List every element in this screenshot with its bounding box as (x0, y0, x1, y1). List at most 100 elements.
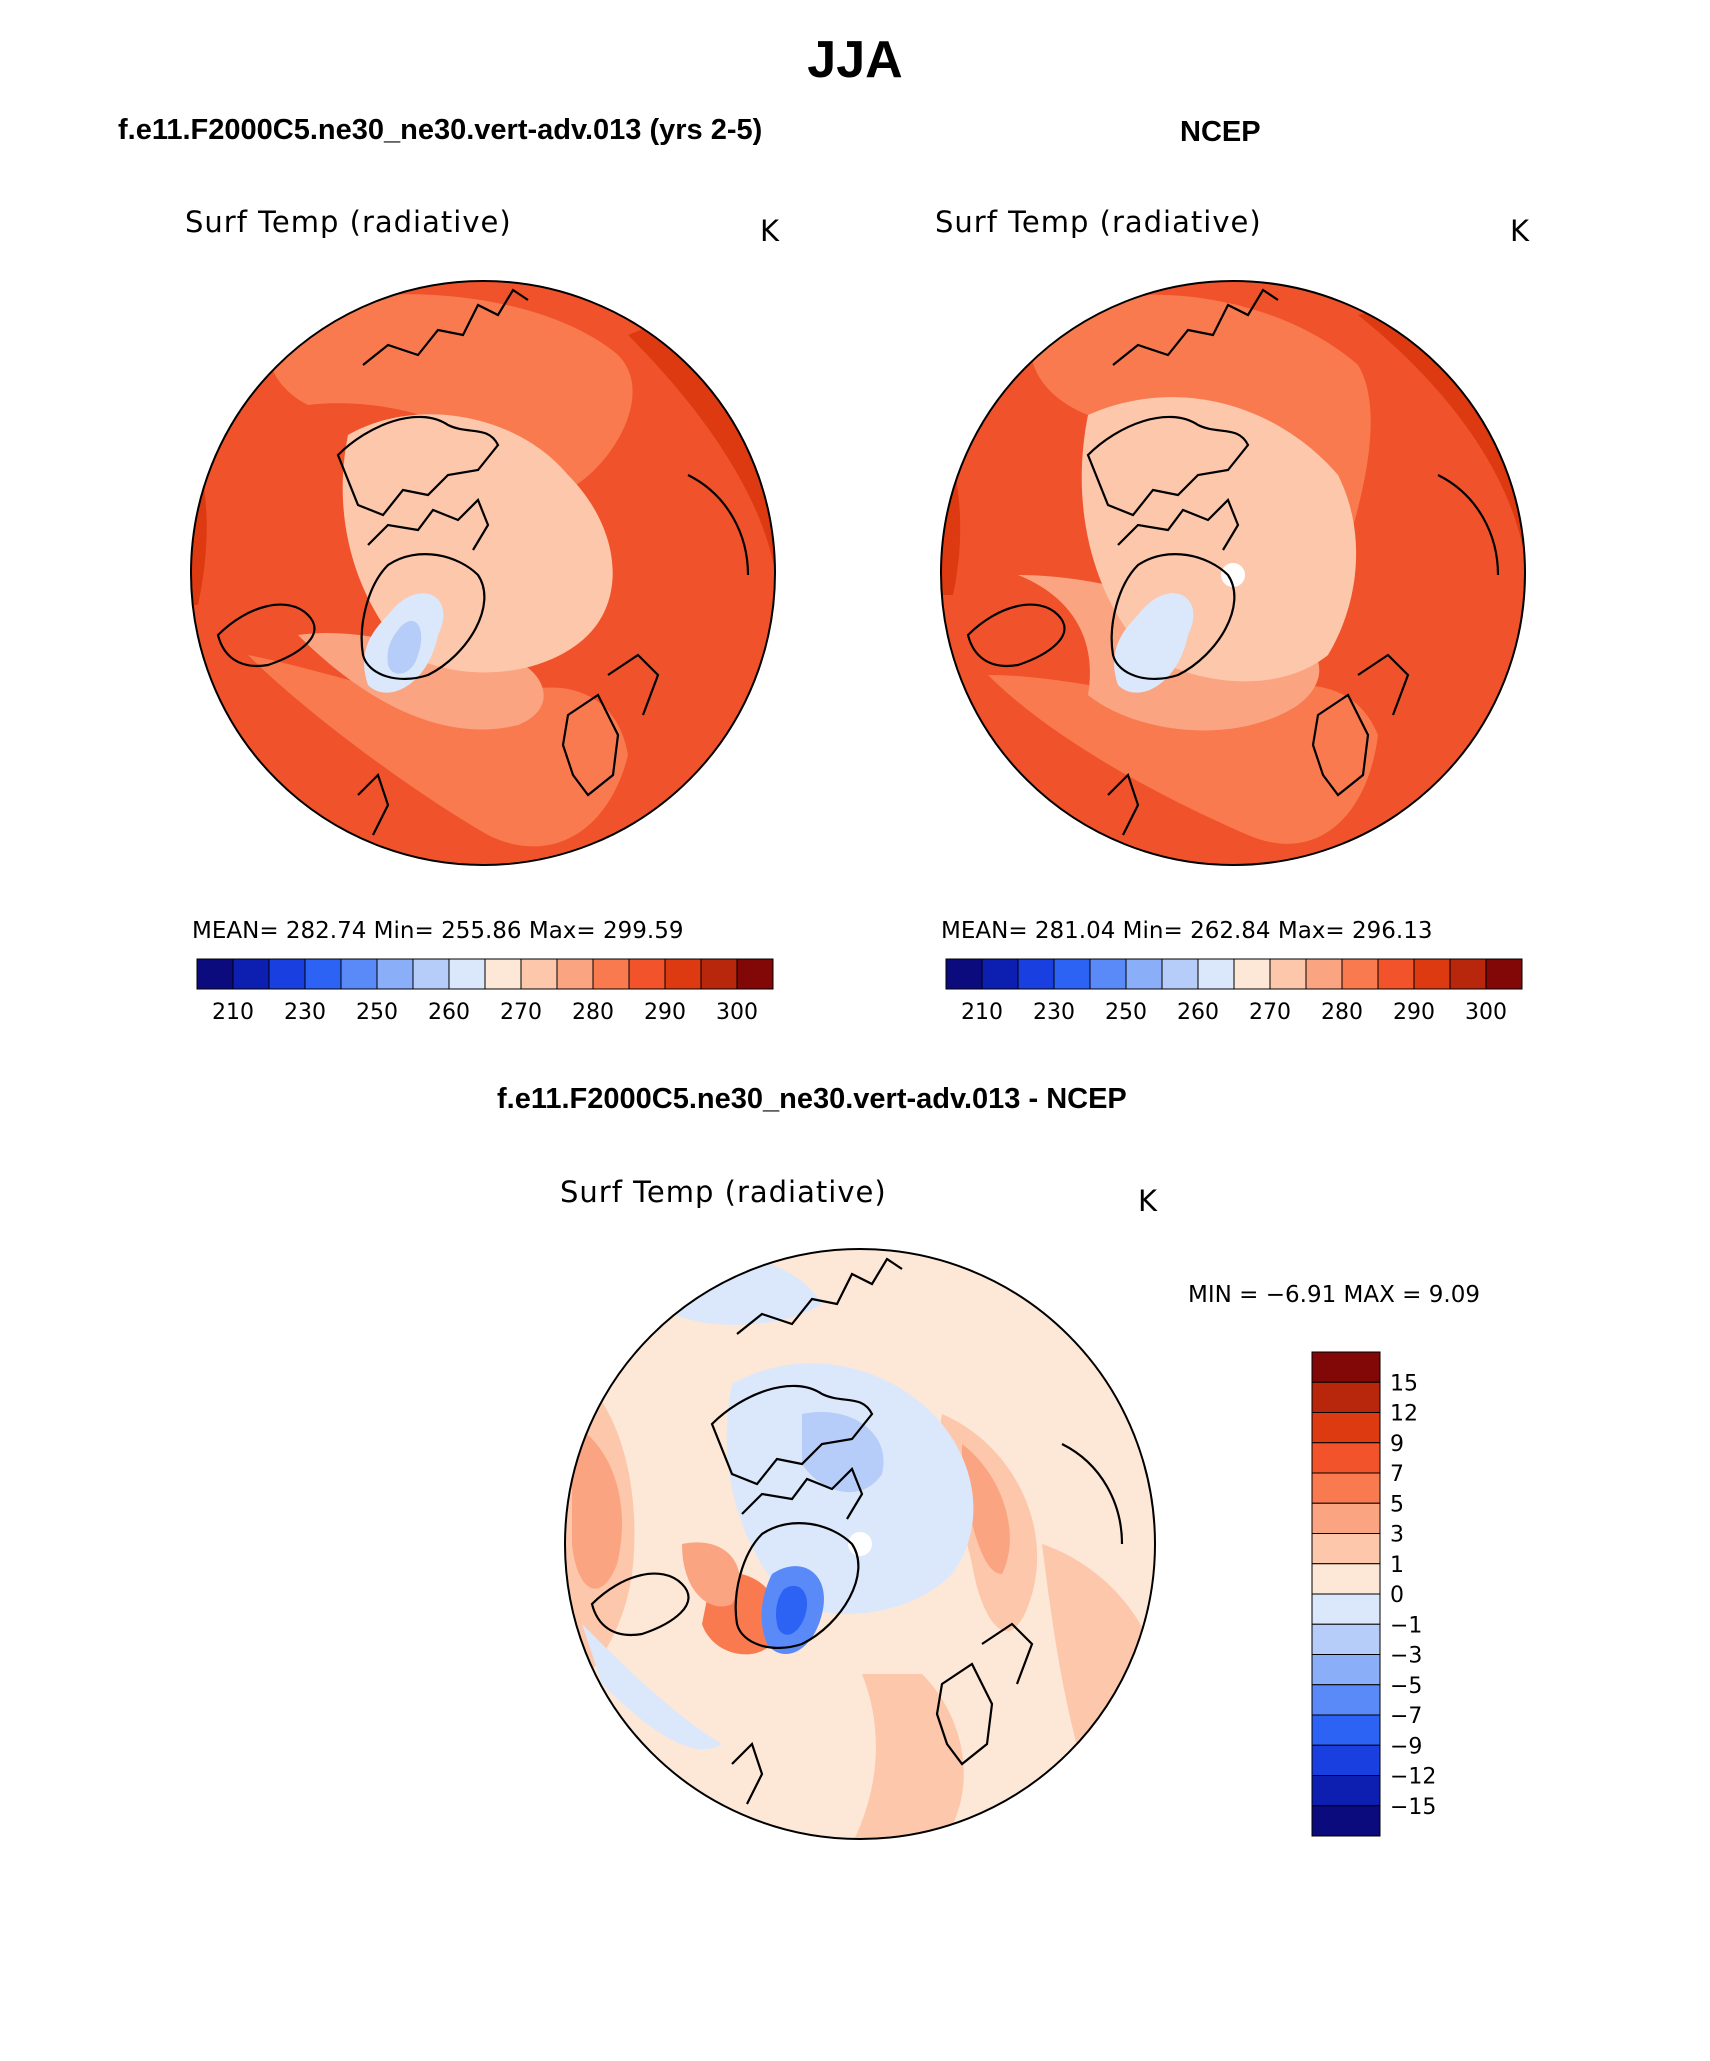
colorbar-swatch (232, 958, 270, 990)
colorbar-swatch (1305, 958, 1343, 990)
main-title: JJA (807, 31, 903, 89)
diff-stats: MIN = −6.91 MAX = 9.09 (1188, 1282, 1480, 1308)
model-units-label: K (760, 214, 781, 248)
colorbar-swatch (1311, 1381, 1381, 1413)
model-field-fill (191, 281, 775, 865)
model-panel-title: f.e11.F2000C5.ne30_ne30.vert-adv.013 (yr… (118, 114, 763, 146)
colorbar-tick-label: 5 (1390, 1492, 1404, 1517)
colorbar-swatch (1017, 958, 1055, 990)
colorbar-swatch (664, 958, 702, 990)
model-variable-label: Surf Temp (radiative) (185, 205, 512, 239)
colorbar-swatch (1311, 1351, 1381, 1383)
ncep-pole-missing-data (1221, 563, 1245, 587)
diff-panel-title: f.e11.F2000C5.ne30_ne30.vert-adv.013 - N… (497, 1083, 1127, 1115)
colorbar-swatch (1311, 1472, 1381, 1504)
colorbar-swatch (981, 958, 1019, 990)
colorbar-tick-label: −12 (1390, 1765, 1436, 1790)
colorbar-swatch (1311, 1744, 1381, 1776)
colorbar-swatch (484, 958, 522, 990)
colorbar-tick-label: 250 (356, 1000, 398, 1025)
colorbar-swatch (1053, 958, 1091, 990)
colorbar-tick-label: 0 (1390, 1583, 1404, 1608)
colorbar-tick-label: 280 (1321, 1000, 1363, 1025)
colorbar-tick-label: 260 (428, 1000, 470, 1025)
ncep-map-boundary (940, 280, 1526, 866)
colorbar-swatch (1377, 958, 1415, 990)
diff-pole-missing-data (848, 1532, 872, 1556)
colorbar-tick-label: 9 (1390, 1432, 1404, 1457)
colorbar-swatch (1311, 1714, 1381, 1746)
ncep-coastlines (966, 288, 1500, 836)
colorbar-swatch (1125, 958, 1163, 990)
colorbar-swatch (448, 958, 486, 990)
colorbar-tick-label: 230 (1033, 1000, 1075, 1025)
diff-polar-map (564, 1248, 1156, 1840)
ncep-stats: MEAN= 281.04 Min= 262.84 Max= 296.13 (941, 918, 1433, 944)
colorbar-swatch (1311, 1533, 1381, 1565)
colorbar-swatch (1485, 958, 1523, 990)
model-colorbar: 210 230 250 260 270 280 290 300 (196, 958, 774, 1025)
model-coastlines (216, 288, 750, 836)
colorbar-swatch (1311, 1654, 1381, 1686)
model-stats: MEAN= 282.74 Min= 255.86 Max= 299.59 (192, 918, 684, 944)
colorbar-swatch (1449, 958, 1487, 990)
colorbar-tick-label: 210 (961, 1000, 1003, 1025)
colorbar-swatch (196, 958, 234, 990)
colorbar-tick-label: 280 (572, 1000, 614, 1025)
colorbar-tick-label: −7 (1390, 1704, 1422, 1729)
colorbar-tick-label: 1 (1390, 1553, 1404, 1578)
colorbar-tick-label: 210 (212, 1000, 254, 1025)
diff-variable-label: Surf Temp (radiative) (560, 1175, 887, 1209)
colorbar-swatch (1233, 958, 1271, 990)
ncep-units-label: K (1510, 214, 1531, 248)
colorbar-tick-label: 300 (1465, 1000, 1507, 1025)
colorbar-swatch (1311, 1684, 1381, 1716)
colorbar-swatch (1089, 958, 1127, 990)
colorbar-swatch (1161, 958, 1199, 990)
colorbar-tick-label: −15 (1390, 1795, 1436, 1820)
colorbar-tick-label: 12 (1390, 1402, 1418, 1427)
colorbar-swatch (1311, 1442, 1381, 1474)
diff-colorbar: 15 12 9 7 5 3 1 0 −1 −3 −5 −7 −9 −12 −15 (1311, 1351, 1436, 1837)
colorbar-swatch (1311, 1593, 1381, 1625)
colorbar-tick-label: 270 (1249, 1000, 1291, 1025)
colorbar-swatch (628, 958, 666, 990)
colorbar-swatch (1341, 958, 1379, 990)
colorbar-swatch (945, 958, 983, 990)
colorbar-tick-label: 290 (1393, 1000, 1435, 1025)
diff-map-boundary (564, 1248, 1156, 1840)
colorbar-tick-label: 290 (644, 1000, 686, 1025)
ncep-panel-title: NCEP (1180, 116, 1261, 148)
colorbar-swatch (1311, 1805, 1381, 1837)
colorbar-swatch (304, 958, 342, 990)
colorbar-swatch (1311, 1623, 1381, 1655)
colorbar-swatch (340, 958, 378, 990)
colorbar-swatch (1197, 958, 1235, 990)
colorbar-swatch (1413, 958, 1451, 990)
ncep-polar-map (940, 280, 1526, 866)
colorbar-swatch (1311, 1412, 1381, 1444)
model-polar-map (190, 280, 776, 866)
colorbar-tick-label: 3 (1390, 1523, 1404, 1548)
colorbar-tick-label: 250 (1105, 1000, 1147, 1025)
colorbar-swatch (1311, 1563, 1381, 1595)
colorbar-swatch (1311, 1775, 1381, 1807)
colorbar-tick-label: −5 (1390, 1674, 1422, 1699)
colorbar-tick-label: 300 (716, 1000, 758, 1025)
diff-units-label: K (1138, 1184, 1159, 1218)
colorbar-swatch (556, 958, 594, 990)
colorbar-tick-label: −3 (1390, 1644, 1422, 1669)
colorbar-swatch (700, 958, 738, 990)
model-map-boundary (190, 280, 776, 866)
colorbar-swatch (592, 958, 630, 990)
colorbar-swatch (520, 958, 558, 990)
colorbar-tick-label: 230 (284, 1000, 326, 1025)
colorbar-swatch (412, 958, 450, 990)
colorbar-swatch (736, 958, 774, 990)
colorbar-tick-label: 260 (1177, 1000, 1219, 1025)
colorbar-swatch (1269, 958, 1307, 990)
colorbar-tick-label: −1 (1390, 1613, 1422, 1638)
diff-field-fill (565, 1249, 1155, 1839)
ncep-colorbar: 210 230 250 260 270 280 290 300 (945, 958, 1523, 1025)
colorbar-tick-label: 270 (500, 1000, 542, 1025)
